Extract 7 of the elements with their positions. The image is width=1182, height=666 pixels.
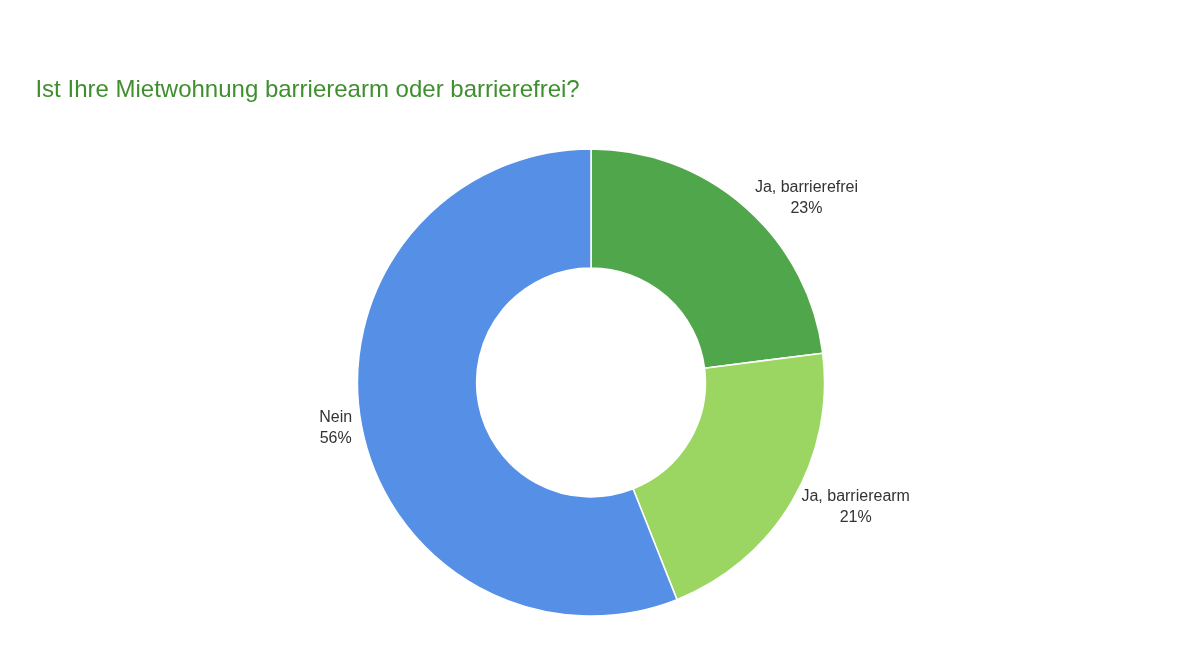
chart-title: Ist Ihre Mietwohnung barrierearm oder barrierefrei? <box>35 74 580 102</box>
data-label: 56% <box>319 428 352 446</box>
data-label: 23% <box>790 198 823 216</box>
data-label: 21% <box>839 508 872 526</box>
slice-label: Ja, barrierearm <box>801 487 910 505</box>
slice-label: Nein <box>319 408 353 425</box>
slice-label: Ja, barrierefrei <box>754 177 859 195</box>
